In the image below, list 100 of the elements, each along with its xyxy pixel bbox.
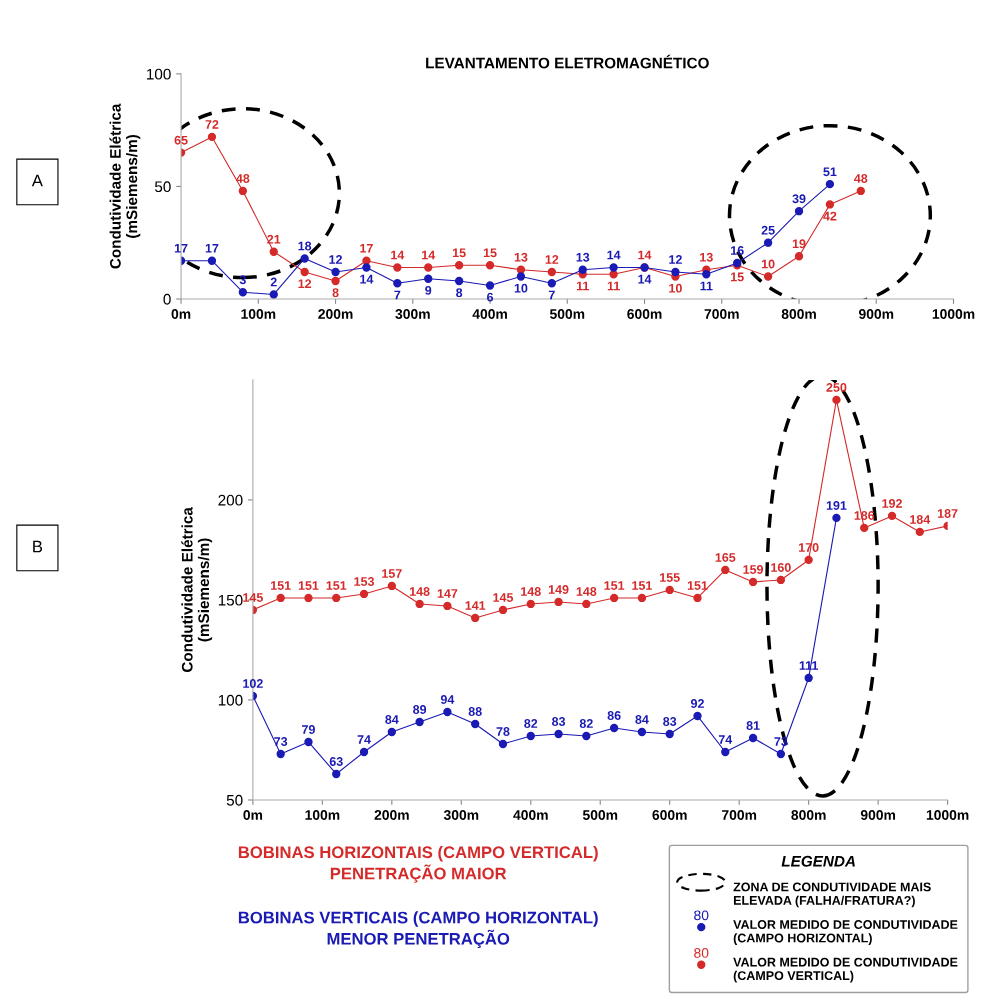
data-label: 151 — [298, 581, 319, 590]
data-label: 157 — [382, 569, 402, 578]
text: ZONA DE CONDUTIVIDADE MAIS ELEVADA (FALHA/FRATURA?) — [733, 882, 931, 908]
data-label: 6 — [487, 292, 494, 302]
data-label: 11 — [576, 281, 589, 291]
y-tick-label: 0 — [163, 293, 171, 305]
x-tick-label: 400m — [472, 309, 507, 319]
data-label: 11 — [607, 281, 620, 291]
data-label: 39 — [792, 194, 806, 204]
data-label: 155 — [660, 573, 680, 582]
y-tick-label: 50 — [154, 181, 171, 193]
data-label: 15 — [731, 272, 744, 282]
data-label: 17 — [205, 243, 219, 253]
legend-label: VALOR MEDIDO DE CONDUTIVIDADE (CAMPO HORIZONTAL) — [733, 920, 958, 945]
x-tick-label: 1000m — [926, 810, 969, 820]
data-label: 83 — [663, 717, 677, 726]
data-label: 159 — [743, 565, 764, 574]
data-label: 48 — [236, 174, 250, 183]
data-label: 15 — [483, 248, 497, 258]
x-tick-label: 700m — [722, 810, 757, 820]
text: A — [31, 174, 43, 187]
x-tick-label: 300m — [395, 309, 430, 319]
data-label: 13 — [576, 252, 590, 262]
x-tick-label: 300m — [443, 810, 479, 820]
data-label: 21 — [267, 234, 281, 244]
data-label: 102 — [243, 679, 263, 688]
y-axis-title: Condutividade Elétrica (mSiemens/m) — [109, 103, 141, 269]
data-label: 65 — [174, 135, 188, 145]
data-label: 18 — [298, 241, 312, 251]
data-label: 16 — [731, 246, 744, 255]
data-label: 11 — [700, 281, 713, 291]
data-label: 153 — [354, 577, 375, 586]
data-label: 8 — [456, 288, 463, 298]
data-label: 14 — [607, 250, 621, 260]
data-label: 160 — [771, 563, 791, 572]
data-label: 81 — [746, 721, 760, 730]
data-label: 151 — [632, 581, 652, 590]
data-label: 250 — [826, 383, 847, 392]
legend-title: LEGENDA — [781, 855, 855, 867]
x-tick-label: 500m — [549, 309, 585, 319]
data-label: 86 — [607, 711, 621, 720]
data-label: 17 — [360, 243, 373, 253]
data-label: 12 — [329, 255, 342, 264]
x-tick-label: 200m — [318, 309, 353, 319]
data-label: 82 — [524, 719, 538, 728]
legend-label: VALOR MEDIDO DE CONDUTIVIDADE (CAMPO VERTICAL) — [733, 957, 958, 983]
data-label: 145 — [243, 593, 263, 602]
data-label: 14 — [422, 250, 436, 260]
data-label: 192 — [882, 499, 902, 508]
y-tick-label: 100 — [147, 68, 171, 80]
data-label: 148 — [409, 587, 430, 596]
data-label: 151 — [687, 581, 708, 590]
data-label: 12 — [669, 255, 682, 264]
data-label: 151 — [326, 581, 347, 590]
data-label: 2 — [270, 277, 277, 287]
data-label: 151 — [604, 581, 625, 590]
x-tick-label: 900m — [860, 810, 896, 820]
x-tick-label: 0m — [171, 309, 191, 319]
text: BOBINAS HORIZONTAIS (CAMPO VERTICAL) PENETRAÇÃO MAIOR — [238, 845, 598, 883]
data-label: 191 — [826, 501, 847, 510]
data-label: 74 — [718, 735, 733, 744]
data-label: 145 — [493, 593, 514, 602]
text: 80 — [694, 948, 709, 958]
data-label: 187 — [937, 509, 958, 518]
data-label: 14 — [360, 274, 374, 284]
data-label: 147 — [437, 589, 458, 598]
data-label: 84 — [635, 715, 649, 724]
data-label: 88 — [468, 707, 482, 716]
data-label: 8 — [332, 288, 339, 298]
data-label: 10 — [514, 283, 528, 293]
x-tick-label: 100m — [305, 810, 340, 820]
data-label: 94 — [440, 695, 455, 704]
data-label: 14 — [638, 274, 652, 284]
text: B — [33, 540, 43, 553]
data-label: 7 — [548, 290, 555, 300]
y-axis-title: Condutividade Elétrica (mSiemens/m) — [181, 507, 213, 673]
x-tick-label: 200m — [374, 810, 409, 820]
data-label: 48 — [854, 174, 868, 183]
x-tick-label: 800m — [791, 810, 826, 820]
data-label: 7 — [394, 290, 401, 300]
data-label: 15 — [452, 248, 466, 258]
data-label: 10 — [669, 283, 682, 293]
data-label: 74 — [357, 735, 371, 744]
data-label: 12 — [298, 279, 312, 288]
data-label: 14 — [391, 250, 405, 260]
data-label: 149 — [548, 585, 569, 594]
data-label: 51 — [823, 167, 837, 177]
chart-title: LEVANTAMENTO ELETROMAGNÉTICO — [426, 54, 709, 69]
data-label: 10 — [761, 259, 775, 269]
data-label: 84 — [385, 715, 399, 724]
x-tick-label: 1000m — [932, 309, 975, 319]
data-label: 13 — [700, 252, 713, 262]
data-label: 165 — [715, 553, 736, 562]
y-tick-label: 150 — [218, 594, 243, 606]
data-label: 19 — [792, 239, 806, 249]
data-label: 72 — [205, 120, 219, 129]
data-label: 17 — [174, 243, 188, 253]
data-label: 14 — [638, 250, 652, 260]
data-label: 82 — [579, 719, 593, 728]
data-label: 92 — [690, 699, 704, 708]
